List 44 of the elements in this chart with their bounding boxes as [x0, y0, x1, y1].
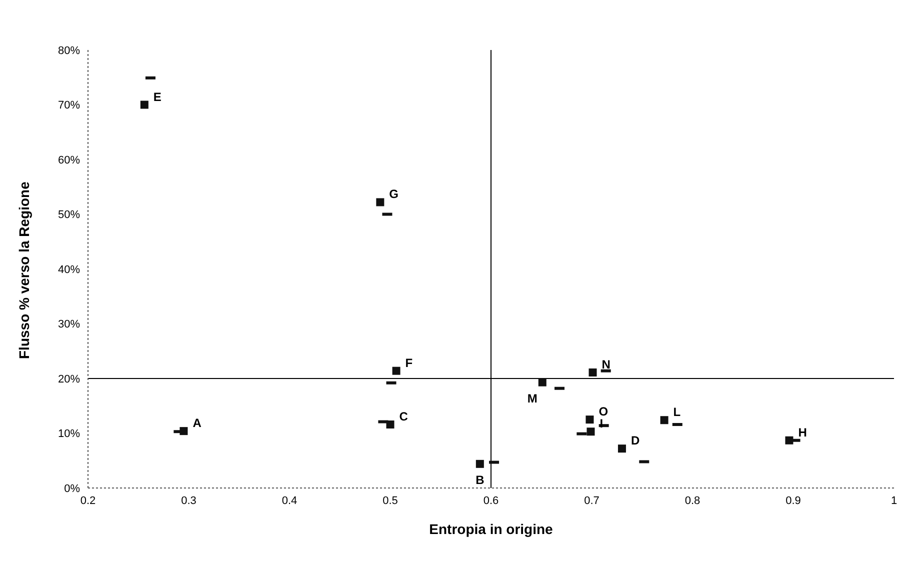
x-tick-label: 0.2: [80, 494, 96, 507]
data-label: I: [600, 416, 604, 431]
y-axis-title: Flusso % verso la Regione: [16, 181, 32, 359]
x-axis-title: Entropia in origine: [429, 521, 554, 537]
data-label: M: [527, 391, 538, 406]
x-tick-label: 1: [890, 494, 898, 507]
data-label: L: [673, 405, 681, 420]
x-tick-label: 0.7: [584, 494, 600, 507]
y-tick-label: 50%: [58, 209, 80, 222]
y-tick-label: 70%: [58, 100, 80, 112]
point: [140, 100, 148, 109]
point: [588, 368, 597, 376]
point: [538, 378, 546, 386]
data-label: F: [405, 356, 413, 370]
y-tick-label: 20%: [58, 373, 80, 386]
data-label: O: [598, 404, 608, 419]
point: [660, 416, 668, 424]
y-tick-label: 80%: [58, 44, 80, 57]
point: [618, 444, 626, 453]
y-tick-label: 60%: [58, 154, 80, 166]
data-label: E: [153, 90, 162, 104]
data-label: B: [476, 472, 485, 487]
y-tick-label: 10%: [58, 428, 80, 440]
x-tick-label: 0.9: [786, 494, 801, 507]
y-tick-label: 40%: [58, 264, 80, 276]
point: [586, 416, 594, 424]
point: [586, 428, 595, 436]
x-tick-label: 0.3: [181, 494, 196, 507]
data-label: C: [399, 409, 408, 424]
point: [376, 198, 384, 206]
x-tick-label: 0.6: [483, 494, 499, 507]
point: [386, 420, 394, 428]
x-tick-label: 0.8: [684, 494, 700, 507]
data-label: G: [389, 187, 399, 202]
point: [392, 366, 400, 375]
point: [476, 460, 484, 468]
data-label: N: [602, 357, 610, 372]
x-tick-label: 0.4: [282, 494, 298, 507]
data-label: D: [630, 434, 640, 448]
y-tick-label: 30%: [58, 318, 80, 331]
data-label: H: [798, 425, 807, 440]
data-label: A: [192, 416, 202, 430]
x-tick-label: 0.5: [382, 494, 398, 507]
y-tick-label: 0%: [64, 482, 80, 495]
